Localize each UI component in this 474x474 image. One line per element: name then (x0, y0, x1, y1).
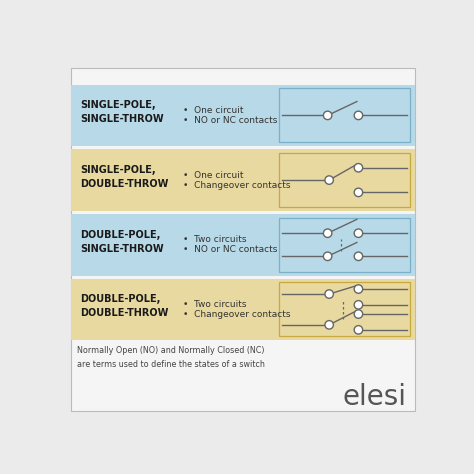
Circle shape (354, 188, 363, 197)
Text: DOUBLE-POLE,
SINGLE-THROW: DOUBLE-POLE, SINGLE-THROW (81, 230, 164, 254)
FancyBboxPatch shape (71, 279, 415, 340)
FancyBboxPatch shape (279, 283, 410, 337)
Text: SINGLE-POLE,
SINGLE-THROW: SINGLE-POLE, SINGLE-THROW (81, 100, 164, 124)
Text: •  One circuit: • One circuit (183, 106, 243, 115)
Text: Normally Open (NO) and Normally Closed (NC)
are terms used to define the states : Normally Open (NO) and Normally Closed (… (77, 346, 265, 369)
Circle shape (354, 301, 363, 309)
Circle shape (354, 229, 363, 237)
Circle shape (325, 290, 333, 298)
Circle shape (354, 111, 363, 119)
Text: •  NO or NC contacts: • NO or NC contacts (183, 116, 277, 125)
Text: •  Changeover contacts: • Changeover contacts (183, 181, 291, 190)
FancyBboxPatch shape (279, 89, 410, 142)
FancyBboxPatch shape (71, 214, 415, 275)
Circle shape (354, 252, 363, 261)
Circle shape (325, 176, 333, 184)
Text: •  Changeover contacts: • Changeover contacts (183, 310, 291, 319)
FancyBboxPatch shape (279, 218, 410, 272)
Circle shape (354, 326, 363, 334)
Circle shape (323, 252, 332, 261)
Circle shape (323, 229, 332, 237)
Text: SINGLE-POLE,
DOUBLE-THROW: SINGLE-POLE, DOUBLE-THROW (81, 165, 169, 189)
FancyBboxPatch shape (71, 68, 415, 411)
Text: •  Two circuits: • Two circuits (183, 300, 246, 309)
Circle shape (354, 310, 363, 319)
Text: •  One circuit: • One circuit (183, 171, 243, 180)
Circle shape (354, 285, 363, 293)
Circle shape (325, 320, 333, 329)
Circle shape (323, 111, 332, 119)
FancyBboxPatch shape (71, 149, 415, 211)
Text: •  Two circuits: • Two circuits (183, 235, 246, 244)
Text: DOUBLE-POLE,
DOUBLE-THROW: DOUBLE-POLE, DOUBLE-THROW (81, 294, 169, 319)
Text: elesi: elesi (343, 383, 407, 411)
FancyBboxPatch shape (279, 153, 410, 207)
FancyBboxPatch shape (71, 84, 415, 146)
Circle shape (354, 164, 363, 172)
Text: •  NO or NC contacts: • NO or NC contacts (183, 245, 277, 254)
